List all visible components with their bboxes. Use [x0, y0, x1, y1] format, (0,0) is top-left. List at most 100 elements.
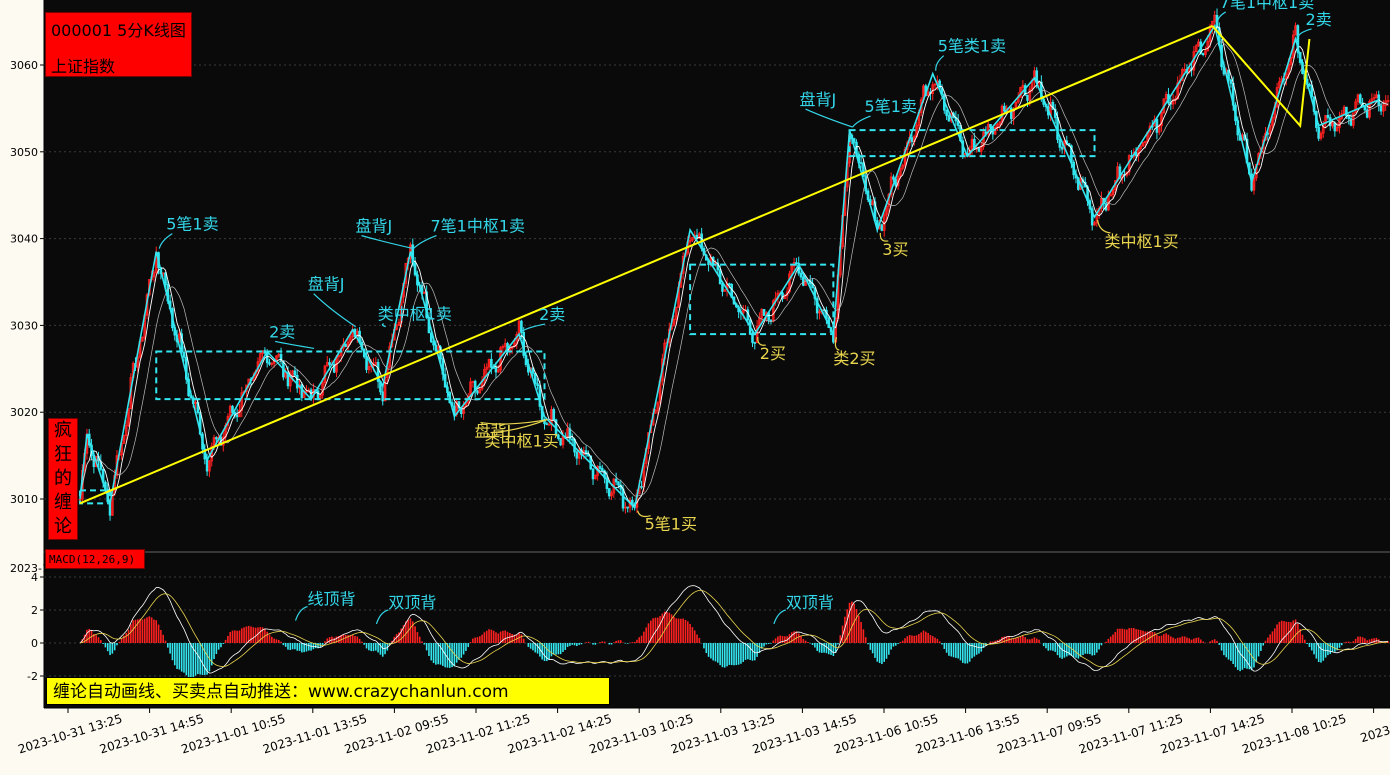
candle-body: [1197, 41, 1200, 47]
candle-body: [1349, 118, 1353, 126]
candle-body: [208, 460, 211, 472]
macd-annotation-label: 双顶背: [388, 593, 436, 612]
candle-body: [122, 435, 126, 444]
candle-body: [325, 362, 329, 367]
y-tick-label: 0: [31, 637, 38, 650]
candle-body: [1386, 100, 1390, 102]
moving-average-lines: [79, 26, 1389, 506]
annotation-label: 盘背J: [308, 275, 345, 294]
macd-annotations: 线顶背 双顶背 双顶背: [294, 590, 834, 625]
candle-body: [1033, 70, 1036, 82]
candle-body: [755, 325, 759, 344]
annotation-arrow: [361, 235, 414, 250]
candle-body: [1347, 115, 1351, 119]
annotation-arrow: [757, 337, 766, 346]
candle-body: [1118, 166, 1122, 179]
annotation-arrow: [313, 293, 357, 328]
ma-line: [79, 41, 1389, 500]
candle-body: [240, 392, 244, 411]
candle-body: [547, 423, 551, 426]
candle-body: [753, 342, 757, 344]
candle-body: [614, 478, 618, 483]
annotation-label: 2卖: [539, 305, 565, 324]
candle-body: [899, 167, 902, 177]
annotation-arrow: [637, 510, 651, 518]
candle-body: [425, 291, 428, 318]
candle-body: [1291, 34, 1295, 59]
candle-body: [365, 356, 368, 371]
candle-body: [332, 364, 336, 373]
annotation-label: 5笔类1卖: [938, 37, 1006, 56]
candle-body: [1227, 69, 1230, 81]
candle-body: [374, 361, 378, 365]
chanlun-strokes: [79, 23, 1380, 510]
candle-body: [1252, 177, 1256, 191]
candle-body: [1365, 109, 1369, 118]
candle-body: [395, 325, 398, 330]
candle-body: [1326, 114, 1330, 119]
candle-body: [871, 201, 874, 205]
annotation-label: 7笔1中枢1卖: [1220, 0, 1315, 12]
candle-body: [178, 333, 181, 343]
candle-body: [228, 405, 232, 417]
candle-body: [1335, 126, 1339, 132]
candle-body: [1051, 101, 1055, 110]
candle-body: [238, 409, 241, 418]
candle-body: [656, 402, 660, 411]
annotation-arrow: [158, 233, 173, 249]
candle-body: [490, 358, 493, 368]
annotation-arrow: [1096, 219, 1111, 234]
candle-body: [552, 409, 556, 421]
candle-body: [536, 383, 539, 387]
candle-body: [698, 233, 701, 239]
annotation-label: 类中枢1买: [485, 432, 559, 451]
macd-annotation-label: 线顶背: [308, 590, 356, 609]
candle-body: [543, 419, 546, 425]
candle-body: [367, 366, 371, 371]
candle-body: [124, 425, 128, 437]
candle-body: [910, 137, 914, 142]
annotation-label: 类2买: [833, 349, 875, 368]
candle-body: [215, 437, 218, 440]
candle-body: [141, 336, 144, 342]
candle-body: [503, 343, 507, 347]
candle-body: [545, 423, 549, 426]
annotation-label: 2卖: [1306, 10, 1332, 29]
candle-body: [1363, 106, 1367, 111]
candle-body: [610, 492, 613, 497]
candle-body: [624, 506, 627, 509]
title-box: 000001 5分K线图 上证指数: [45, 12, 192, 77]
candle-body: [279, 353, 283, 362]
candle-body: [584, 450, 588, 455]
candle-body: [284, 372, 287, 378]
candle-body: [1345, 106, 1348, 117]
annotation-arrow: [381, 323, 386, 328]
candle-body: [570, 438, 574, 441]
candle-body: [478, 388, 482, 394]
side-brand-box: 疯 狂 的 缠 论: [48, 418, 78, 540]
trendlines: [79, 25, 1311, 505]
annotation-arrow: [274, 340, 315, 350]
annotation-arrow: [805, 108, 853, 128]
candle-body: [1331, 122, 1334, 127]
candle-body: [575, 451, 579, 459]
candle-body: [926, 91, 930, 96]
candle-body: [268, 362, 271, 365]
y-axis-extra-label: 2023-1: [10, 562, 49, 575]
candle-body: [381, 391, 385, 402]
macd-annotation-arrow: [294, 606, 308, 621]
candle-body: [164, 272, 167, 285]
annotation-arrow: [834, 336, 840, 351]
candle-body: [688, 239, 692, 243]
candle-body: [1176, 82, 1180, 100]
candle-body: [790, 265, 794, 275]
candle-body: [1183, 68, 1186, 71]
zhongshu-box: [155, 350, 546, 401]
zhongshu-box: [689, 263, 835, 336]
candle-body: [901, 164, 904, 169]
macd-dif-dea-lines: [79, 585, 1389, 674]
candle-body: [1308, 83, 1311, 86]
candle-body: [471, 380, 475, 383]
candle-body: [880, 224, 884, 231]
candle-body: [1109, 194, 1112, 197]
